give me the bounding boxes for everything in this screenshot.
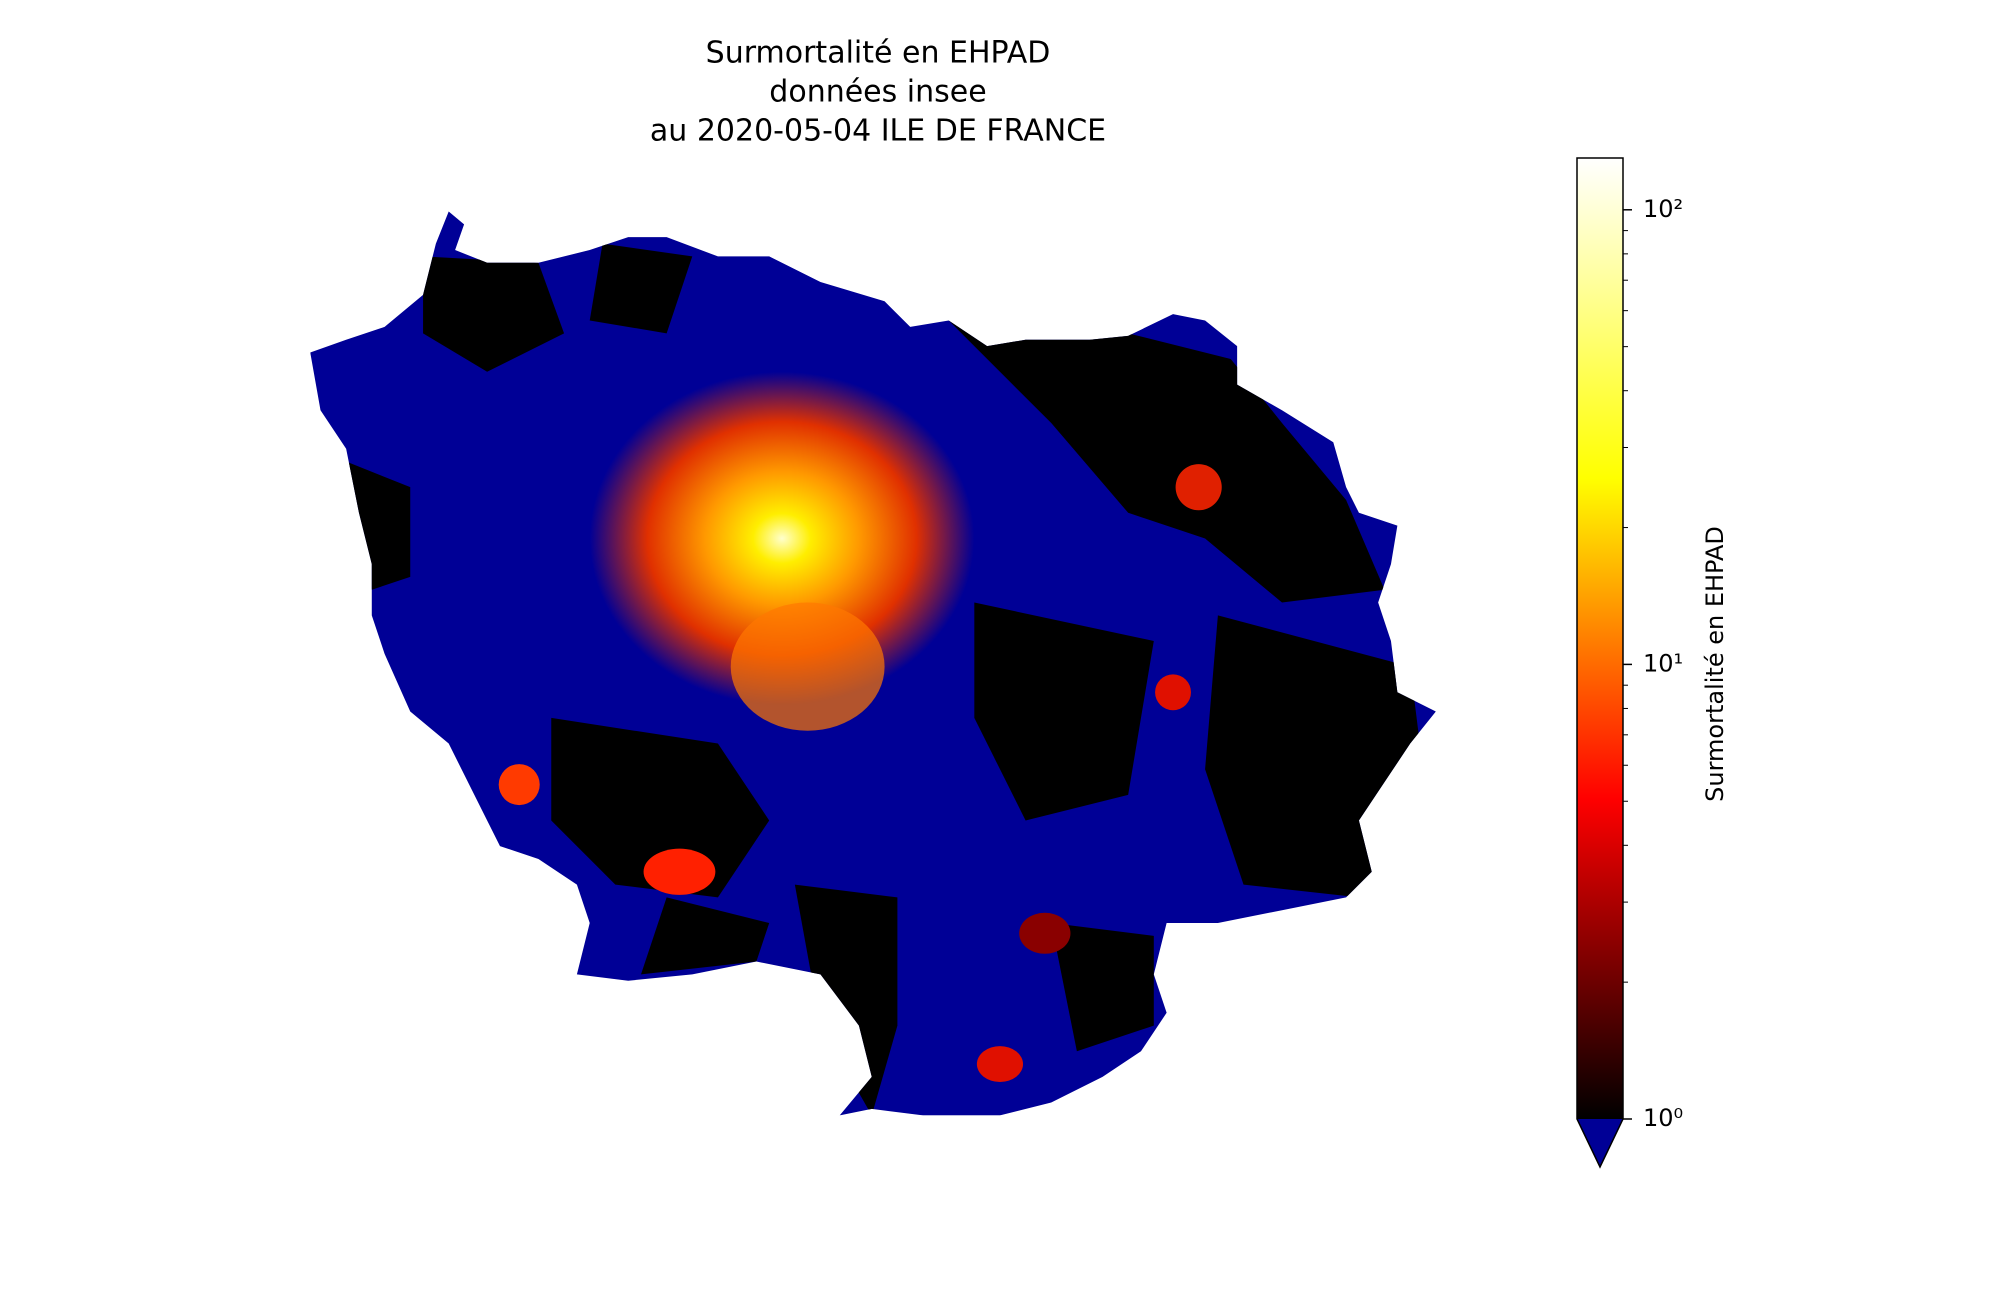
colorbar-label: Surmortalité en EHPAD — [1701, 526, 1729, 802]
map — [310, 211, 1436, 1116]
title-line: Surmortalité en EHPAD — [706, 36, 1051, 71]
title-line: au 2020-05-04 ILE DE FRANCE — [650, 114, 1106, 149]
tick-label: 10¹ — [1643, 649, 1683, 677]
title-line: données insee — [769, 75, 986, 110]
colorbar-frame — [1576, 157, 1624, 1169]
tick-label: 10⁰ — [1643, 1104, 1683, 1132]
colorbar-under — [1577, 1119, 1623, 1167]
colorbar — [1577, 158, 1623, 1119]
tick-label: 10² — [1643, 195, 1683, 223]
